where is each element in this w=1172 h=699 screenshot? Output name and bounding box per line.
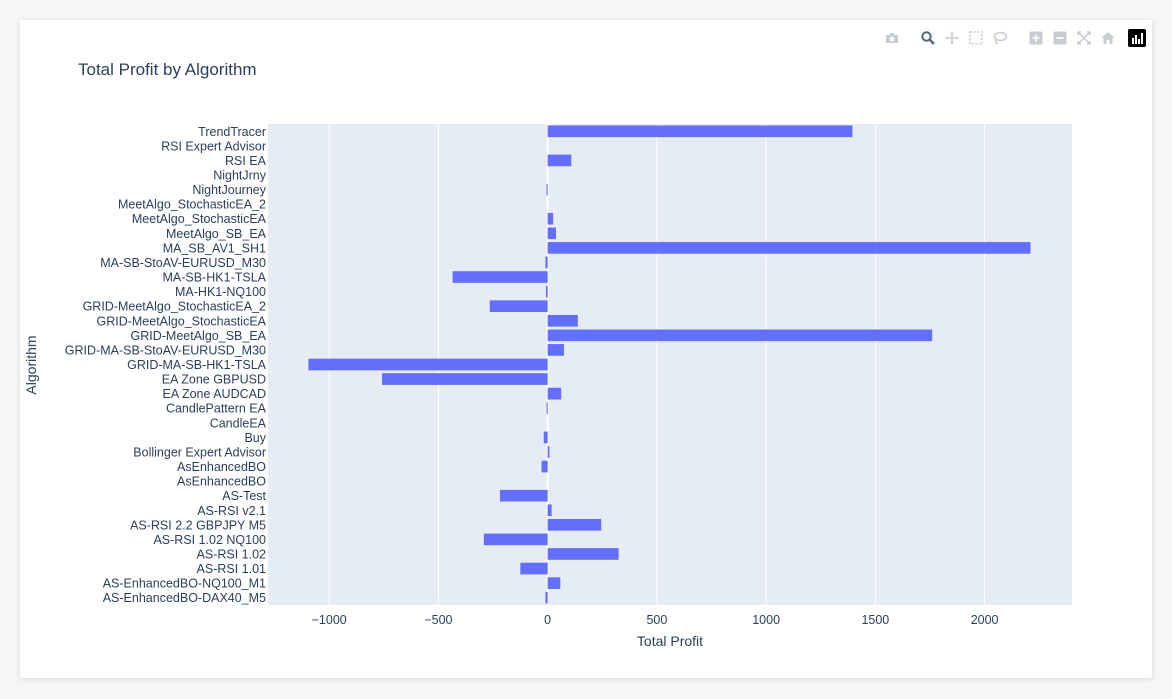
bar[interactable] [547,577,561,589]
y-tick-label: MA_SB_AV1_SH1 [163,241,266,255]
bar[interactable] [489,300,548,313]
y-tick-label: CandlePattern EA [166,402,267,416]
y-tick-label: AsEnhancedBO [177,475,266,489]
bar[interactable] [547,344,565,356]
y-tick-label: NightJrny [213,169,267,183]
bar[interactable] [483,533,548,546]
x-tick-label: −1000 [312,613,347,627]
y-tick-label: AS-RSI 2.2 GBPJPY M5 [130,518,266,532]
y-tick-label: MA-HK1-NQ100 [175,285,266,299]
bar[interactable] [547,329,933,342]
box-select-button[interactable] [966,28,986,48]
bar[interactable] [308,358,548,371]
y-tick-label: GRID-MeetAlgo_StochasticEA [96,314,266,328]
bar[interactable] [547,446,550,458]
bar[interactable] [500,489,548,502]
bar[interactable] [543,431,548,444]
bar[interactable] [547,314,578,327]
reset-axes-icon [1101,32,1115,44]
autoscale-icon [1077,31,1091,45]
y-tick-label: EA Zone GBPUSD [162,373,266,387]
chart-title: Total Profit by Algorithm [78,60,257,79]
y-tick-label: AS-RSI 1.02 NQ100 [153,533,266,547]
y-tick-label: GRID-MA-SB-StoAV-EURUSD_M30 [65,343,266,357]
bar[interactable] [547,212,554,225]
y-tick-label: Bollinger Expert Advisor [133,445,266,459]
zoom-in-icon [1029,31,1043,45]
y-tick-label: MA-SB-HK1-TSLA [163,271,267,285]
y-tick-label: GRID-MeetAlgo_SB_EA [131,329,267,343]
y-tick-label: AsEnhancedBO [177,460,266,474]
reset-axes-button[interactable] [1098,28,1118,48]
y-tick-label: AS-RSI 1.01 [197,562,267,576]
bar[interactable] [547,227,556,240]
y-tick-label: MeetAlgo_StochasticEA_2 [118,198,266,212]
bar[interactable] [545,285,548,298]
y-tick-label: AS-RSI v2.1 [197,504,266,518]
y-tick-label: Buy [244,431,266,445]
bar[interactable] [547,154,572,167]
box-select-icon [969,31,983,45]
x-tick-label: 1000 [752,613,780,627]
y-tick-label: AS-RSI 1.02 [197,547,267,561]
x-tick-label: −500 [424,613,452,627]
pan-button[interactable] [942,28,962,48]
y-tick-label: AS-Test [222,489,266,503]
chart-svg: Total Profit by Algorithm TrendTracerRSI… [23,60,1072,649]
plotly-logo-icon[interactable] [1128,29,1146,47]
y-tick-label: RSI EA [225,154,267,168]
chart-card: Total Profit by Algorithm TrendTracer RSI… [20,20,1152,678]
y-tick-label: GRID-MA-SB-HK1-TSLA [127,358,267,372]
x-tick-label: 0 [544,613,551,627]
lasso-select-button[interactable] [990,28,1010,48]
y-tick-label: GRID-MeetAlgo_StochasticEA_2 [83,300,266,314]
bar[interactable] [547,548,619,560]
x-axis-title: Total Profit [637,633,703,649]
y-tick-label: NightJourney [192,183,266,197]
zoom-out-button[interactable] [1050,28,1070,48]
bar[interactable] [541,460,548,473]
zoom-in-button[interactable] [1026,28,1046,48]
modebar [882,28,1146,48]
bar[interactable] [547,125,853,138]
camera-button[interactable] [882,28,902,48]
bar[interactable] [547,504,552,517]
bar[interactable] [547,242,1031,254]
y-tick-label: AS-EnhancedBO-DAX40_M5 [103,591,266,605]
x-tick-labels: −1000 −500 0 500 1000 1500 2000 [312,613,999,627]
x-tick-label: 500 [646,613,667,627]
bar[interactable] [547,387,562,400]
bar[interactable] [452,271,548,283]
bar[interactable] [520,562,548,575]
bars [308,125,1031,604]
bar[interactable] [546,402,548,415]
bar[interactable] [547,519,602,531]
y-tick-label: TrendTracer [198,125,266,139]
y-tick-label: MA-SB-StoAV-EURUSD_M30 [100,256,266,270]
y-tick-label: MeetAlgo_StochasticEA [132,212,267,226]
autoscale-button[interactable] [1074,28,1094,48]
y-tick-label: CandleEA [210,416,267,430]
y-tick-label: EA Zone AUDCAD [162,387,266,401]
bar[interactable] [546,183,548,196]
camera-icon [886,33,898,43]
x-tick-label: 2000 [971,613,999,627]
y-tick-label: MeetAlgo_SB_EA [166,227,267,241]
x-tick-label: 1500 [861,613,889,627]
y-tick-label: AS-EnhancedBO-NQ100_M1 [103,577,266,591]
y-tick-label: RSI Expert Advisor [161,139,266,153]
y-axis-title: Algorithm [23,335,39,394]
lasso-select-icon [993,31,1008,45]
zoom-button[interactable] [918,28,938,48]
bar[interactable] [545,256,548,269]
bar[interactable] [382,373,548,385]
pan-icon [945,31,959,45]
bar[interactable] [545,591,548,604]
zoom-out-icon [1053,31,1067,45]
zoom-icon [921,31,935,45]
